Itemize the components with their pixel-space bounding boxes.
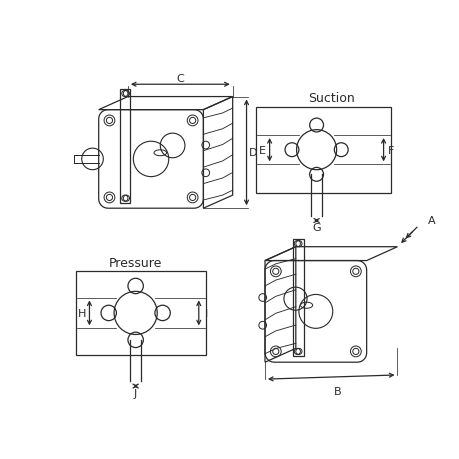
Text: G: G xyxy=(312,223,320,233)
Bar xyxy=(255,107,391,193)
Text: E: E xyxy=(258,146,265,155)
Text: C: C xyxy=(176,74,184,84)
Text: D: D xyxy=(249,148,257,158)
Bar xyxy=(75,272,206,355)
Text: Suction: Suction xyxy=(308,92,355,105)
Text: J: J xyxy=(134,388,137,398)
Text: A: A xyxy=(427,215,435,225)
Text: F: F xyxy=(387,146,394,155)
Text: Pressure: Pressure xyxy=(109,256,162,269)
Text: H: H xyxy=(78,308,86,318)
Text: B: B xyxy=(333,386,341,397)
Text: I: I xyxy=(204,308,207,318)
